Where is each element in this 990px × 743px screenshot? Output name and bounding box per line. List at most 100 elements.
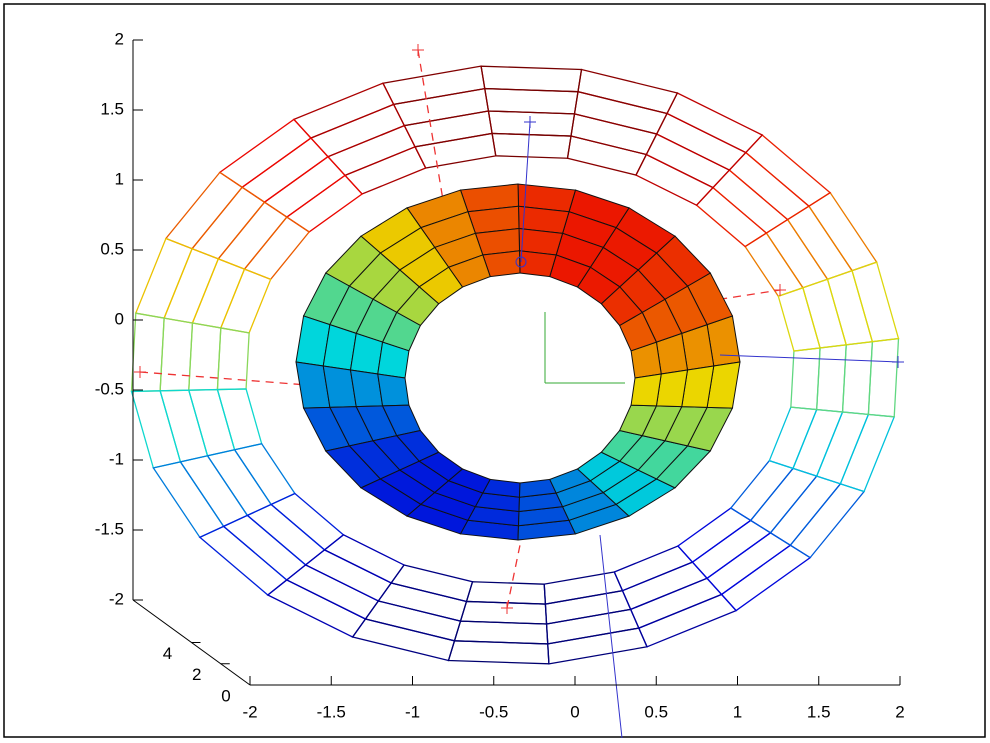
surface-cell [520,251,557,277]
wire-cell [448,641,548,664]
wire-cell [383,66,485,104]
x-tick-label: -2 [242,702,257,721]
wire-cell [713,170,788,233]
wire-cell [208,450,272,516]
wire-cell [311,104,404,156]
x-tick-label: -1.5 [317,702,346,721]
wire-cell [328,126,415,176]
plus-marker [412,44,424,56]
blue-line [600,535,622,738]
x-tick-label: 0.5 [644,702,668,721]
wire-cell [751,468,817,532]
wire-cell [766,220,827,288]
x-tick-label: 0 [570,702,579,721]
wire-cell [614,546,692,591]
wire-cell [697,188,767,247]
x-tick-label: 2 [895,702,904,721]
z-tick-label: 1 [115,169,124,188]
plus-marker [134,366,146,378]
wire-cell [353,619,455,660]
wire-cell [639,594,736,646]
wire-cell [667,93,762,153]
z-tick-label: -1 [109,449,124,468]
wire-cell [192,259,244,328]
wire-cell [271,493,343,549]
plus-marker [501,602,513,614]
wire-cell [769,407,816,468]
plus-marker [524,116,536,128]
z-tick-label: -0.5 [95,379,124,398]
wire-cell [244,217,309,279]
wire-cell [809,193,877,271]
wire-cell [287,175,362,232]
frame [4,4,985,737]
wire-cell [568,136,647,175]
wire-cell [200,526,287,595]
wire-cell [192,187,264,259]
wire-cell [678,508,751,562]
wire-cell [378,583,466,621]
x-tick-label: 1 [733,702,742,721]
wire-cell [575,92,668,134]
wire-cell [817,412,869,484]
wire-cell [217,389,261,450]
x-tick-label: -0.5 [479,702,508,721]
wire-cell [731,461,793,521]
wire-cell [220,119,311,187]
y-tick-label: 4 [163,644,172,663]
wire-cell [394,89,489,126]
z-tick-label: 2 [115,29,124,48]
wire-cell [578,70,677,114]
wire-cell [729,153,809,220]
y-tick-label: 2 [192,665,201,684]
wire-cell [793,410,843,477]
x-tick-label: -1 [405,702,420,721]
wire-cell [548,628,647,664]
wire-cell [852,262,898,342]
wire-cell [460,601,546,624]
wire-cell [454,621,547,644]
wire-cell [345,147,426,194]
wire-cell [492,133,571,158]
wire-cell [235,444,295,505]
wire-cell [571,114,657,155]
wire-cell [840,414,894,491]
wire-cell [636,155,713,206]
dashed-line [507,545,520,608]
wire-cell [770,476,840,545]
z-tick-label: -1.5 [95,519,124,538]
wire-cell [803,279,846,348]
surface-drawing [131,44,904,738]
wire-cell [391,565,472,602]
z-tick-label: 1.5 [100,99,124,118]
wire-cell [131,313,164,391]
wire-cell [164,249,218,323]
wire-cell [657,114,746,171]
wire-cell [224,515,306,580]
wire-cell [265,157,346,217]
wire-cell [778,288,820,351]
wire-cell [481,66,581,92]
x-tick-label: 1.5 [807,702,831,721]
wire-cell [843,342,873,415]
wire-cell [791,348,820,410]
y-tick-label: 0 [221,686,230,705]
chart: -2 -1.5 -1 -0.5 0 0.5 1 1.5 2 -2 -1.5 -1 -0.5 0 0.5 1 1.… [0,0,990,738]
wire-cell [745,233,803,296]
wire-cell [166,172,242,248]
wire-cell [221,269,271,333]
z-tick-label: -2 [109,589,124,608]
wire-cell [131,391,180,468]
wire-cell [268,580,366,637]
surface-cell [631,374,661,406]
wire-cell [544,572,622,604]
wire-cell [827,271,872,345]
wire-cell [365,601,460,641]
wire-cell [545,591,630,624]
plus-marker [892,356,904,368]
wire-cell [415,133,496,168]
wire-cell [547,609,639,644]
wire-cell [160,318,192,391]
surface-cell [378,374,409,406]
z-tick-label: 0.5 [100,239,124,258]
